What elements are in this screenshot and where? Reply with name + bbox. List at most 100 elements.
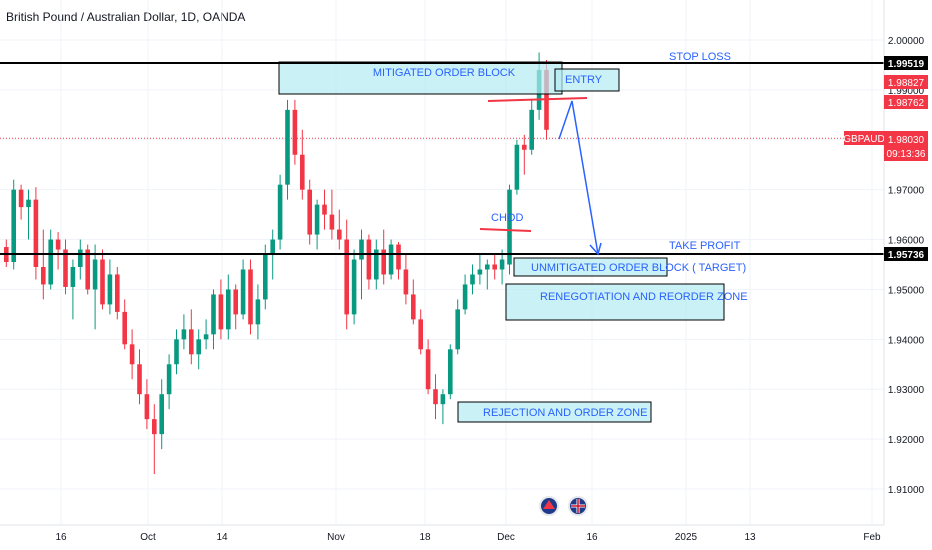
candle-body — [55, 239, 61, 250]
candle-body — [48, 239, 53, 285]
candle — [366, 234, 372, 290]
candle — [48, 229, 53, 290]
candle-body — [137, 364, 142, 395]
candle-body — [455, 309, 460, 350]
x-tick-label: 13 — [744, 532, 756, 543]
candle-body — [448, 349, 453, 395]
candle-body — [107, 274, 113, 305]
candle-body — [381, 249, 386, 275]
candle — [522, 134, 527, 175]
candle-body — [248, 269, 253, 325]
entry-box[interactable] — [554, 68, 620, 92]
candle-body — [388, 244, 394, 275]
candle-body — [63, 249, 68, 287]
candle — [307, 179, 312, 245]
mitigated-order-block-label: MITIGATED ORDER BLOCK — [373, 67, 516, 79]
candle-body — [174, 339, 179, 365]
candle-body — [366, 239, 372, 280]
candle — [351, 249, 357, 325]
renegotiation-zone-box[interactable] — [505, 283, 725, 321]
candle — [514, 139, 520, 195]
chod-line[interactable] — [479, 228, 532, 232]
candle — [100, 249, 105, 310]
candle-body — [122, 311, 127, 345]
candle-body — [359, 239, 364, 260]
upper-price-text-2: 1.98762 — [888, 98, 925, 109]
rejection-zone-label: REJECTION AND ORDER ZONE — [483, 407, 647, 419]
candle-body — [470, 274, 475, 285]
candle-body — [351, 259, 357, 315]
candle — [63, 239, 68, 295]
stop-loss-label: STOP LOSS — [669, 51, 731, 63]
candle — [337, 209, 342, 250]
rejection-zone-box[interactable] — [457, 401, 652, 423]
candle-body — [492, 264, 497, 270]
candle — [159, 379, 164, 450]
candle-body — [218, 294, 224, 330]
candle — [152, 404, 157, 475]
candle — [255, 284, 261, 340]
entry-label: ENTRY — [565, 74, 603, 86]
time-scale[interactable]: 16 Oct 14 Nov 18 Dec 16 2025 13 Feb — [0, 524, 884, 543]
symbol-tag — [844, 131, 884, 145]
mitigated-order-block-box[interactable] — [278, 61, 563, 95]
x-tick-label: 14 — [216, 532, 228, 543]
unmitigated-order-block-label: UNMITIGATED ORDER BLOCK ( TARGET) — [531, 262, 746, 274]
candle — [226, 274, 231, 340]
candle — [18, 184, 24, 220]
x-tick-label: Feb — [863, 532, 881, 543]
candle-body — [152, 419, 157, 435]
candle — [55, 232, 61, 270]
candle — [470, 264, 475, 295]
candle — [329, 189, 335, 240]
candle — [181, 314, 187, 350]
candle — [433, 374, 438, 420]
price-tags: 1.99519 1.98827 1.98762 GBPAUD 1.98030 0… — [843, 56, 928, 261]
candle-body — [41, 266, 46, 285]
unmitigated-order-block-box[interactable] — [513, 257, 668, 277]
candle-body — [418, 319, 423, 350]
candle-body — [322, 204, 327, 215]
projection-arrowhead-icon — [589, 242, 602, 256]
candle-body — [329, 214, 335, 230]
candle-body — [270, 239, 275, 255]
candle-body — [292, 109, 298, 155]
x-tick-label: Nov — [327, 532, 345, 543]
candle-body — [514, 144, 520, 190]
candle-body — [344, 239, 349, 315]
candle — [33, 187, 39, 280]
candle-body — [285, 109, 290, 185]
candle-body — [522, 144, 527, 150]
candle-body — [18, 189, 24, 208]
candle — [248, 259, 253, 335]
stop-loss-price-tag — [884, 56, 928, 70]
take-profit-price-text: 1.95736 — [888, 250, 925, 261]
candle — [137, 349, 142, 405]
candle-body — [477, 269, 483, 275]
candle-body — [374, 249, 379, 280]
candle — [240, 259, 246, 320]
candle — [41, 229, 46, 300]
candle — [263, 244, 268, 310]
entry-red-line[interactable] — [487, 97, 588, 102]
projection-arrow[interactable] — [558, 100, 599, 255]
economic-event-icons[interactable] — [539, 496, 588, 516]
candle — [499, 249, 505, 285]
candle — [92, 244, 98, 330]
candle — [381, 229, 386, 285]
candle — [174, 329, 179, 375]
chod-label: CHOD — [491, 212, 523, 224]
candle — [189, 309, 194, 365]
y-tick-label: 1.92000 — [888, 435, 925, 446]
candle — [388, 239, 394, 280]
candle-body — [129, 344, 135, 365]
current-price-text: 1.98030 — [888, 135, 925, 146]
candle-body — [263, 254, 268, 300]
candle — [462, 274, 468, 315]
candle-body — [196, 339, 201, 355]
chart-title: British Pound / Australian Dollar, 1D, O… — [6, 10, 246, 24]
current-price-tag — [884, 131, 928, 161]
candle-body — [507, 189, 512, 265]
x-tick-label: Oct — [140, 532, 156, 543]
